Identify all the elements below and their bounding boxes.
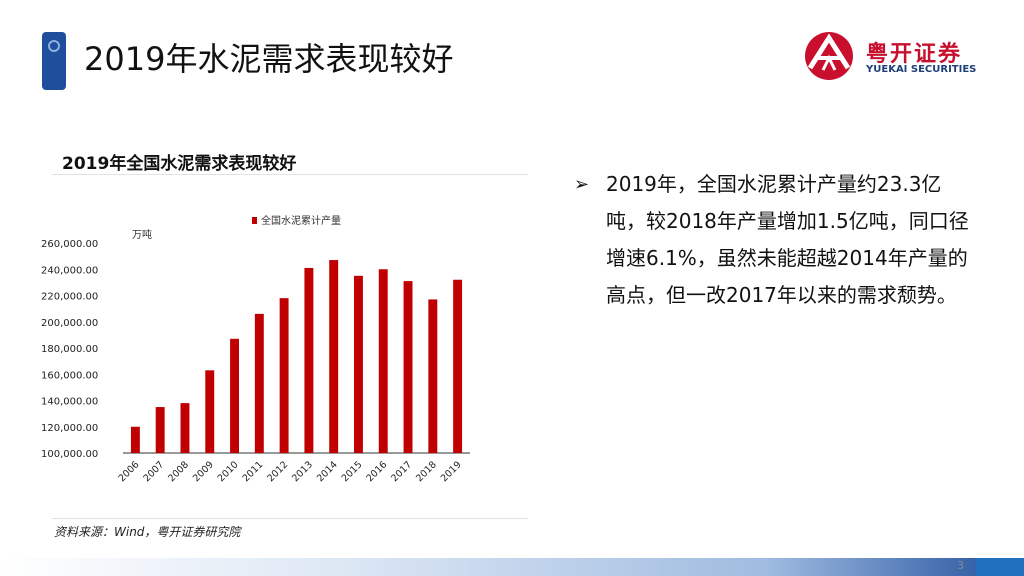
chart-top-rule xyxy=(52,174,528,175)
bullet-arrow-icon: ➢ xyxy=(574,174,590,195)
y-axis-labels: 100,000.00 120,000.00 140,000.00 160,000.00… xyxy=(41,239,98,460)
x-tick-label: 2015 xyxy=(340,459,365,484)
bar-2012 xyxy=(279,298,289,453)
x-axis-labels: 2006 2007 2008 2009 2010 2011 2012 2013 2014 2015… xyxy=(117,459,464,484)
y-tick-label: 140,000.00 xyxy=(41,397,98,408)
page-title: 2019年水泥需求表现较好 xyxy=(84,40,454,78)
x-tick-label: 2011 xyxy=(241,459,266,484)
x-tick-label: 2012 xyxy=(265,459,290,484)
bar-2011 xyxy=(254,313,264,453)
y-tick-label: 240,000.00 xyxy=(41,265,98,276)
x-tick-label: 2013 xyxy=(290,459,315,484)
x-tick-label: 2016 xyxy=(364,459,389,484)
y-tick-label: 260,000.00 xyxy=(41,239,98,250)
bar-series xyxy=(130,260,463,453)
x-tick-label: 2006 xyxy=(117,459,142,484)
bar-2014 xyxy=(329,260,339,453)
bar-2013 xyxy=(304,267,314,453)
logo-name-en: YUEKAI SECURITIES xyxy=(866,64,977,75)
legend-swatch xyxy=(252,217,257,224)
logo-name-cn: 粤开证券 xyxy=(866,42,963,67)
x-tick-label: 2007 xyxy=(141,459,166,484)
company-logo: 粤开证券 YUEKAI SECURITIES xyxy=(800,26,990,86)
bar-2007 xyxy=(155,407,165,453)
bullet-point: ➢ 2019年，全国水泥累计产量约23.3亿吨，较2018年产量增加1.5亿吨，… xyxy=(574,166,974,314)
bar-2009 xyxy=(205,370,215,453)
bar-2019 xyxy=(453,279,463,453)
bar-2015 xyxy=(354,275,363,453)
x-tick-label: 2010 xyxy=(216,459,241,484)
y-tick-label: 120,000.00 xyxy=(41,423,98,434)
y-tick-label: 160,000.00 xyxy=(41,370,98,381)
y-tick-label: 200,000.00 xyxy=(41,318,98,329)
unit-label: 万吨 xyxy=(132,228,152,241)
yuekai-logo-icon xyxy=(805,32,853,80)
bar-2016 xyxy=(378,269,388,453)
bar-2010 xyxy=(230,338,239,453)
chart-legend: 全国水泥累计产量 xyxy=(252,214,341,227)
chart-title: 2019年全国水泥需求表现较好 xyxy=(62,154,297,174)
chart-bottom-rule xyxy=(52,518,528,519)
footer-block xyxy=(976,558,1024,576)
page-number: 3 xyxy=(957,559,964,572)
y-tick-label: 100,000.00 xyxy=(41,449,98,460)
bar-2006 xyxy=(130,426,140,453)
x-tick-label: 2018 xyxy=(414,459,439,484)
x-tick-label: 2014 xyxy=(315,459,340,484)
bar-2008 xyxy=(180,403,190,453)
y-tick-label: 220,000.00 xyxy=(41,292,98,303)
accent-icon xyxy=(48,40,60,52)
title-accent-bar xyxy=(42,32,66,90)
bar-2018 xyxy=(428,299,438,453)
x-tick-label: 2017 xyxy=(389,459,414,484)
x-tick-label: 2019 xyxy=(439,459,464,484)
footer-bar xyxy=(0,558,1024,576)
source-note: 资料来源：Wind，粤开证券研究院 xyxy=(54,525,241,539)
x-tick-label: 2009 xyxy=(191,459,216,484)
bullet-text: 2019年，全国水泥累计产量约23.3亿吨，较2018年产量增加1.5亿吨，同口… xyxy=(606,172,969,307)
legend-label: 全国水泥累计产量 xyxy=(261,214,341,227)
bar-chart: 全国水泥累计产量 万吨 2006 2007 2008 2009 2010 2011 2012… xyxy=(41,214,470,484)
bar-2017 xyxy=(403,281,413,453)
y-tick-label: 180,000.00 xyxy=(41,344,98,355)
x-tick-label: 2008 xyxy=(166,459,191,484)
